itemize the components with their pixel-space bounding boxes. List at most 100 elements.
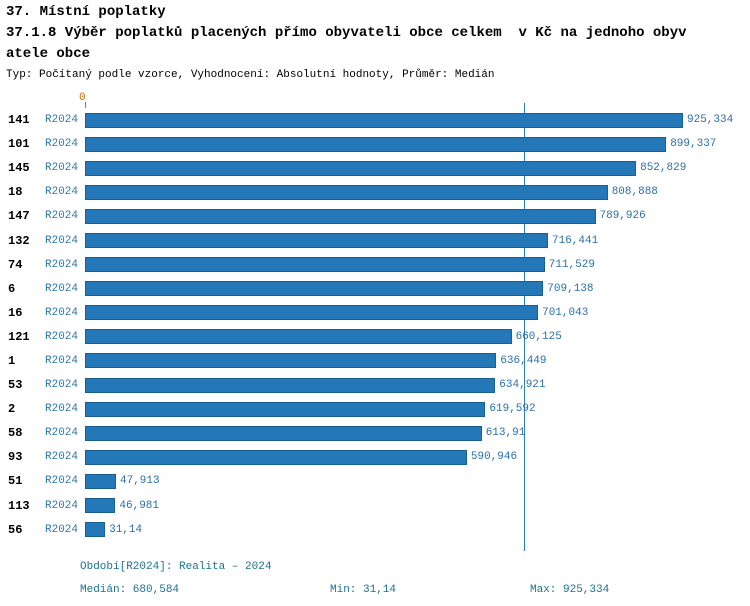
row-period-label: R2024	[45, 138, 79, 151]
bar-row: 101 R2024 899,337	[0, 132, 750, 156]
bar-row: 132 R2024 716,441	[0, 228, 750, 252]
bar[interactable]	[85, 112, 683, 128]
bar[interactable]	[85, 449, 467, 465]
bar-value-label: 709,138	[547, 282, 594, 295]
bar-value-label: 590,946	[470, 451, 518, 464]
row-id-label: 93	[8, 450, 23, 465]
bar-value-label: 613,91	[485, 427, 526, 440]
bar-row: 113 R2024 46,981	[0, 494, 750, 518]
bar-value-label: 716,441	[552, 234, 599, 247]
bar[interactable]	[85, 522, 106, 538]
bar[interactable]	[85, 184, 608, 200]
bar-value-label: 899,337	[670, 138, 717, 151]
axis-tick	[85, 102, 86, 108]
bar-row: 93 R2024 590,946	[0, 445, 750, 469]
row-period-label: R2024	[45, 403, 79, 416]
row-period-label: R2024	[45, 282, 79, 295]
row-period-label: R2024	[45, 427, 79, 440]
row-period-label: R2024	[45, 186, 79, 199]
row-period-label: R2024	[45, 306, 79, 319]
row-period-label: R2024	[45, 379, 79, 392]
bar-value-label: 925,334	[687, 114, 734, 127]
row-id-label: 141	[8, 113, 30, 128]
row-id-label: 51	[8, 474, 23, 489]
row-period-label: R2024	[45, 330, 79, 343]
bar-row: 1 R2024 636,449	[0, 349, 750, 373]
bar-row: 145 R2024 852,829	[0, 156, 750, 180]
bar-value-label: 634,921	[499, 379, 546, 392]
chart-subtitle: 37.1.8 Výběr poplatků placených přímo ob…	[6, 25, 687, 62]
row-id-label: 74	[8, 257, 23, 272]
row-id-label: 2	[8, 402, 16, 417]
row-period-label: R2024	[45, 475, 79, 488]
bar-row: 121 R2024 660,125	[0, 325, 750, 349]
chart-header: 37. Místní poplatky 37.1.8 Výběr poplatk…	[6, 2, 748, 81]
row-id-label: 147	[8, 209, 30, 224]
bar-row: 56 R2024 31,14	[0, 518, 750, 542]
row-id-label: 58	[8, 426, 23, 441]
axis-zero-label: 0	[79, 92, 86, 104]
row-id-label: 53	[8, 378, 23, 393]
row-id-label: 113	[8, 498, 30, 513]
bar-row: 147 R2024 789,926	[0, 204, 750, 228]
bar[interactable]	[85, 160, 637, 176]
bar[interactable]	[85, 136, 667, 152]
bar-row: 18 R2024 808,888	[0, 180, 750, 204]
bar[interactable]	[85, 329, 512, 345]
footer-period-label: Období[R2024]: Realita – 2024	[80, 561, 272, 573]
bar[interactable]	[85, 498, 116, 514]
bar-value-label: 46,981	[119, 499, 159, 512]
bar-value-label: 701,043	[542, 306, 589, 319]
bar[interactable]	[85, 305, 539, 321]
bar-row: 6 R2024 709,138	[0, 277, 750, 301]
bar-value-label: 660,125	[515, 330, 562, 343]
bar[interactable]	[85, 257, 545, 273]
row-period-label: R2024	[45, 234, 79, 247]
bar[interactable]	[85, 281, 544, 297]
chart-title: 37. Místní poplatky	[6, 4, 166, 20]
bar[interactable]	[85, 377, 496, 393]
row-id-label: 101	[8, 137, 30, 152]
row-id-label: 18	[8, 185, 23, 200]
row-id-label: 6	[8, 281, 16, 296]
bar-row: 51 R2024 47,913	[0, 469, 750, 493]
footer-median-label: Medián: 680,584	[80, 584, 180, 596]
bar[interactable]	[85, 233, 548, 249]
chart-meta-line: Typ: Počítaný podle vzorce, Vyhodnocení:…	[6, 69, 495, 81]
bar[interactable]	[85, 401, 486, 417]
median-line	[524, 103, 525, 551]
row-id-label: 16	[8, 305, 23, 320]
row-id-label: 121	[8, 329, 30, 344]
bar[interactable]	[85, 473, 116, 489]
row-period-label: R2024	[45, 523, 79, 536]
row-id-label: 145	[8, 161, 30, 176]
row-id-label: 56	[8, 522, 23, 537]
bar-row: 16 R2024 701,043	[0, 301, 750, 325]
row-period-label: R2024	[45, 451, 79, 464]
row-id-label: 132	[8, 233, 30, 248]
footer-max-label: Max: 925,334	[530, 584, 610, 596]
bar[interactable]	[85, 208, 596, 224]
bar[interactable]	[85, 425, 482, 441]
bar-rows-container: 141 R2024 925,334 101 R2024 899,337 145 R2024 85…	[0, 108, 750, 542]
row-period-label: R2024	[45, 499, 79, 512]
bar-value-label: 789,926	[599, 210, 646, 223]
bar-row: 53 R2024 634,921	[0, 373, 750, 397]
row-period-label: R2024	[45, 258, 79, 271]
bar-value-label: 636,449	[500, 354, 547, 367]
bar-row: 58 R2024 613,91	[0, 421, 750, 445]
bar-row: 2 R2024 619,592	[0, 397, 750, 421]
bar-value-label: 47,913	[120, 475, 160, 488]
row-period-label: R2024	[45, 354, 79, 367]
bar-value-label: 852,829	[640, 162, 687, 175]
row-period-label: R2024	[45, 162, 79, 175]
bar-row: 141 R2024 925,334	[0, 108, 750, 132]
bar-value-label: 31,14	[109, 523, 143, 536]
row-period-label: R2024	[45, 210, 79, 223]
row-period-label: R2024	[45, 114, 79, 127]
bar-row: 74 R2024 711,529	[0, 253, 750, 277]
bar-chart: 0 141 R2024 925,334 101 R2024 899,337 145 R2024…	[0, 92, 750, 551]
bar[interactable]	[85, 353, 497, 369]
footer-min-label: Min: 31,14	[330, 584, 397, 596]
bar-value-label: 808,888	[611, 186, 658, 199]
